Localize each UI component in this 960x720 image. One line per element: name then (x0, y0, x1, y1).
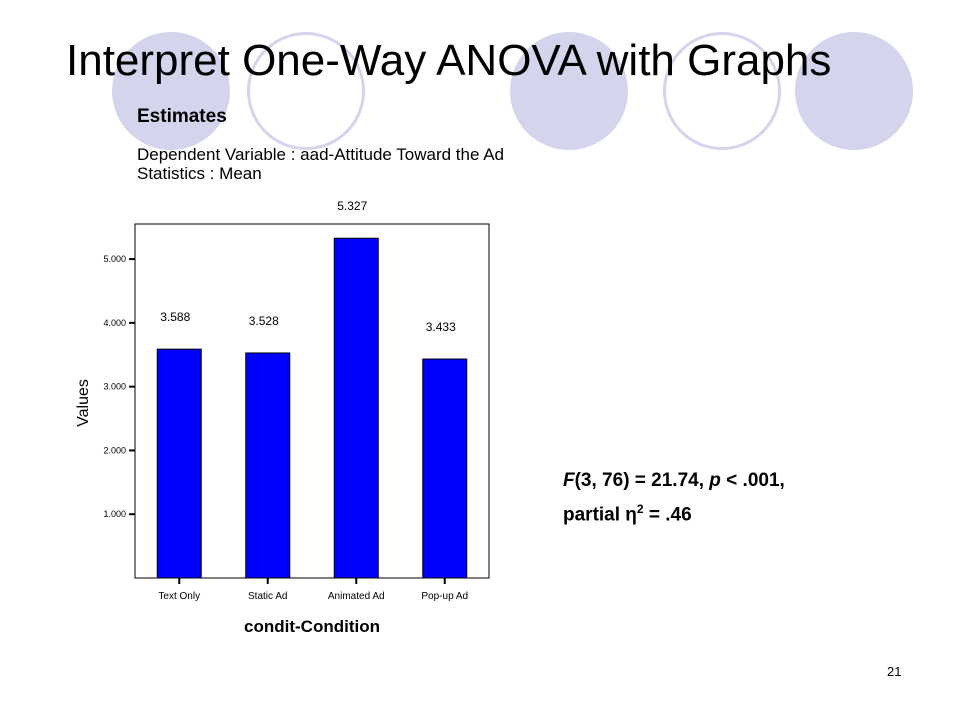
bar-3 (422, 358, 468, 579)
effect-value: = .46 (643, 504, 692, 526)
bar-1 (245, 352, 291, 579)
anova-f-line: F(3, 76) = 21.74, p < .001, (563, 466, 785, 495)
x-tick-label-2: Animated Ad (328, 591, 385, 602)
decor-circle-2 (510, 32, 628, 150)
anova-result-text: F(3, 76) = 21.74, p < .001, partial η2 =… (563, 466, 785, 529)
y-tick-label-4: 5.000 (103, 254, 126, 264)
p-value: < .001, (720, 470, 785, 491)
effect-label: partial η (563, 504, 637, 526)
y-tick-label-0: 1.000 (103, 509, 126, 519)
plot-frame (134, 223, 490, 579)
x-tick-label-3: Pop-up Ad (421, 591, 468, 602)
bar-2 (333, 237, 379, 579)
statistics-label: Statistics : Mean (137, 164, 262, 183)
x-tick-label-0: Text Only (158, 591, 200, 602)
dependent-variable-label: Dependent Variable : aad-Attitude Toward… (137, 145, 505, 164)
slide-number: 21 (887, 664, 902, 679)
slide-title: Interpret One-Way ANOVA with Graphs (66, 36, 832, 85)
estimates-heading: Estimates (137, 106, 227, 127)
y-tick-label-2: 3.000 (103, 382, 126, 392)
decor-circle-3 (795, 32, 913, 150)
data-label-3: 3.433 (426, 320, 456, 334)
data-label-0: 3.588 (160, 310, 190, 324)
f-symbol: F (563, 470, 575, 491)
f-args: (3, 76) = 21.74, (574, 470, 710, 491)
y-tick-label-3: 4.000 (103, 318, 126, 328)
p-symbol: p (709, 470, 721, 491)
data-label-1: 3.528 (249, 314, 279, 328)
data-label-2: 5.327 (337, 199, 367, 213)
x-axis-label: condit-Condition (244, 617, 380, 636)
anova-effect-line: partial η2 = .46 (563, 495, 785, 529)
y-tick-label-1: 2.000 (103, 445, 126, 455)
effect-sup: 2 (636, 502, 644, 516)
decor-ring-1 (247, 32, 365, 150)
y-axis-label: Values (75, 379, 92, 427)
bar-0 (156, 348, 202, 579)
decor-ring-2 (663, 32, 781, 150)
x-tick-label-1: Static Ad (248, 591, 287, 602)
decor-circle-1 (112, 32, 230, 150)
